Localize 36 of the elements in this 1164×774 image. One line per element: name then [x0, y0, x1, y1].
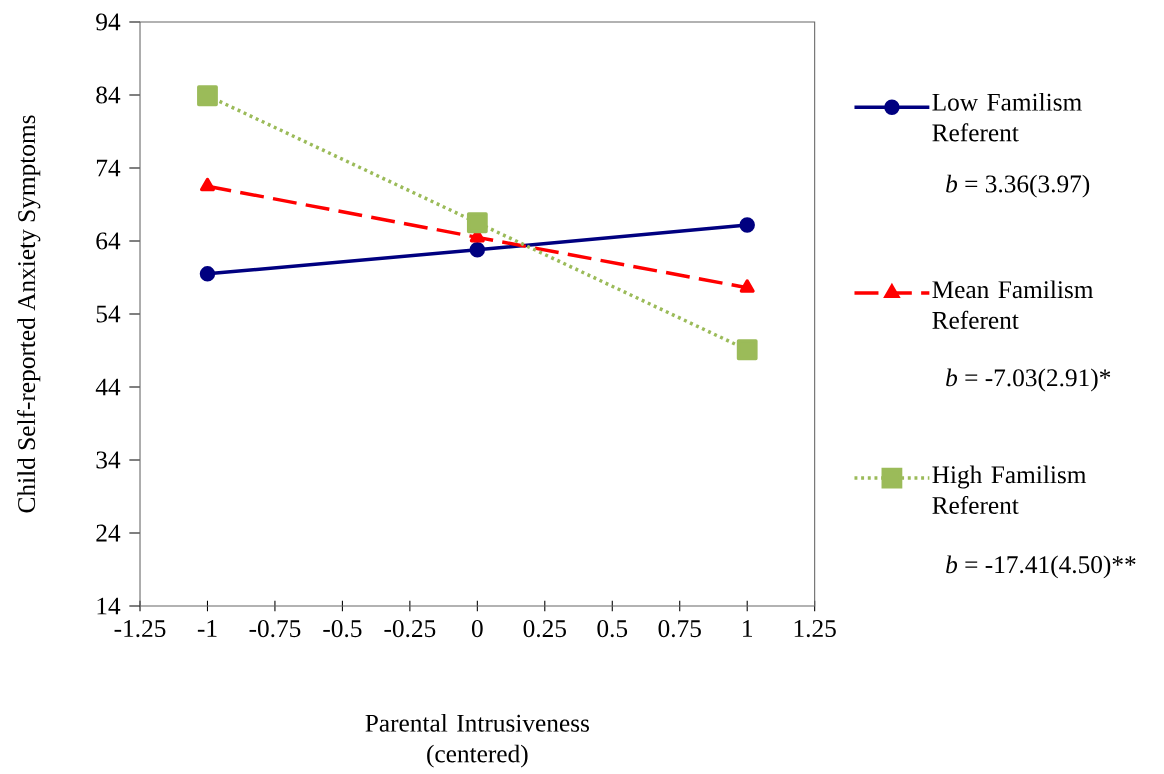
- legend-label: Low Familism Referent: [932, 92, 1082, 142]
- legend-label: High Familism Referent: [932, 465, 1087, 515]
- y-tick-label: 74: [96, 159, 121, 177]
- y-tick-label: 84: [96, 86, 121, 104]
- x-tick-label: 0: [471, 620, 483, 638]
- text: b = -17.41(4.50)**: [946, 555, 1136, 579]
- x-tick-label: -0.25: [384, 620, 436, 638]
- legend-label: Mean Familism Referent: [932, 280, 1094, 329]
- y-tick-label: 54: [96, 305, 121, 323]
- x-tick-label: 0.25: [523, 620, 566, 638]
- x-tick-label: -1.25: [114, 620, 166, 638]
- y-tick-label: 14: [97, 597, 121, 615]
- text: b = 3.36(3.97): [946, 174, 1090, 198]
- x-tick-label: 1: [743, 620, 753, 637]
- x-tick-label: 1.25: [794, 620, 836, 638]
- y-tick-label: 34: [96, 451, 121, 469]
- point: [199, 177, 215, 192]
- x-axis-title: Parental Intrusiveness (centered): [365, 713, 589, 768]
- point: [197, 85, 218, 107]
- point: [469, 242, 486, 258]
- point: [736, 339, 758, 361]
- y-tick-label: 44: [95, 378, 121, 396]
- point: [466, 212, 488, 234]
- y-tick-label: 64: [96, 232, 121, 250]
- x-tick-label: -1: [197, 620, 217, 637]
- x-tick-label: -0.75: [249, 620, 301, 638]
- point: [739, 217, 755, 233]
- point: [199, 266, 216, 282]
- y-axis-title: Child Self-reported Anxiety Symptoms: [17, 115, 41, 513]
- x-tick-label: -0.5: [323, 620, 362, 638]
- x-tick-label: 0.75: [658, 620, 701, 638]
- point: [739, 279, 755, 293]
- y-tick-label: 94: [96, 13, 121, 31]
- y-tick-label: 24: [96, 524, 121, 542]
- x-tick-label: 0.5: [597, 620, 628, 638]
- text: b = -7.03(2.91)*: [946, 368, 1111, 392]
